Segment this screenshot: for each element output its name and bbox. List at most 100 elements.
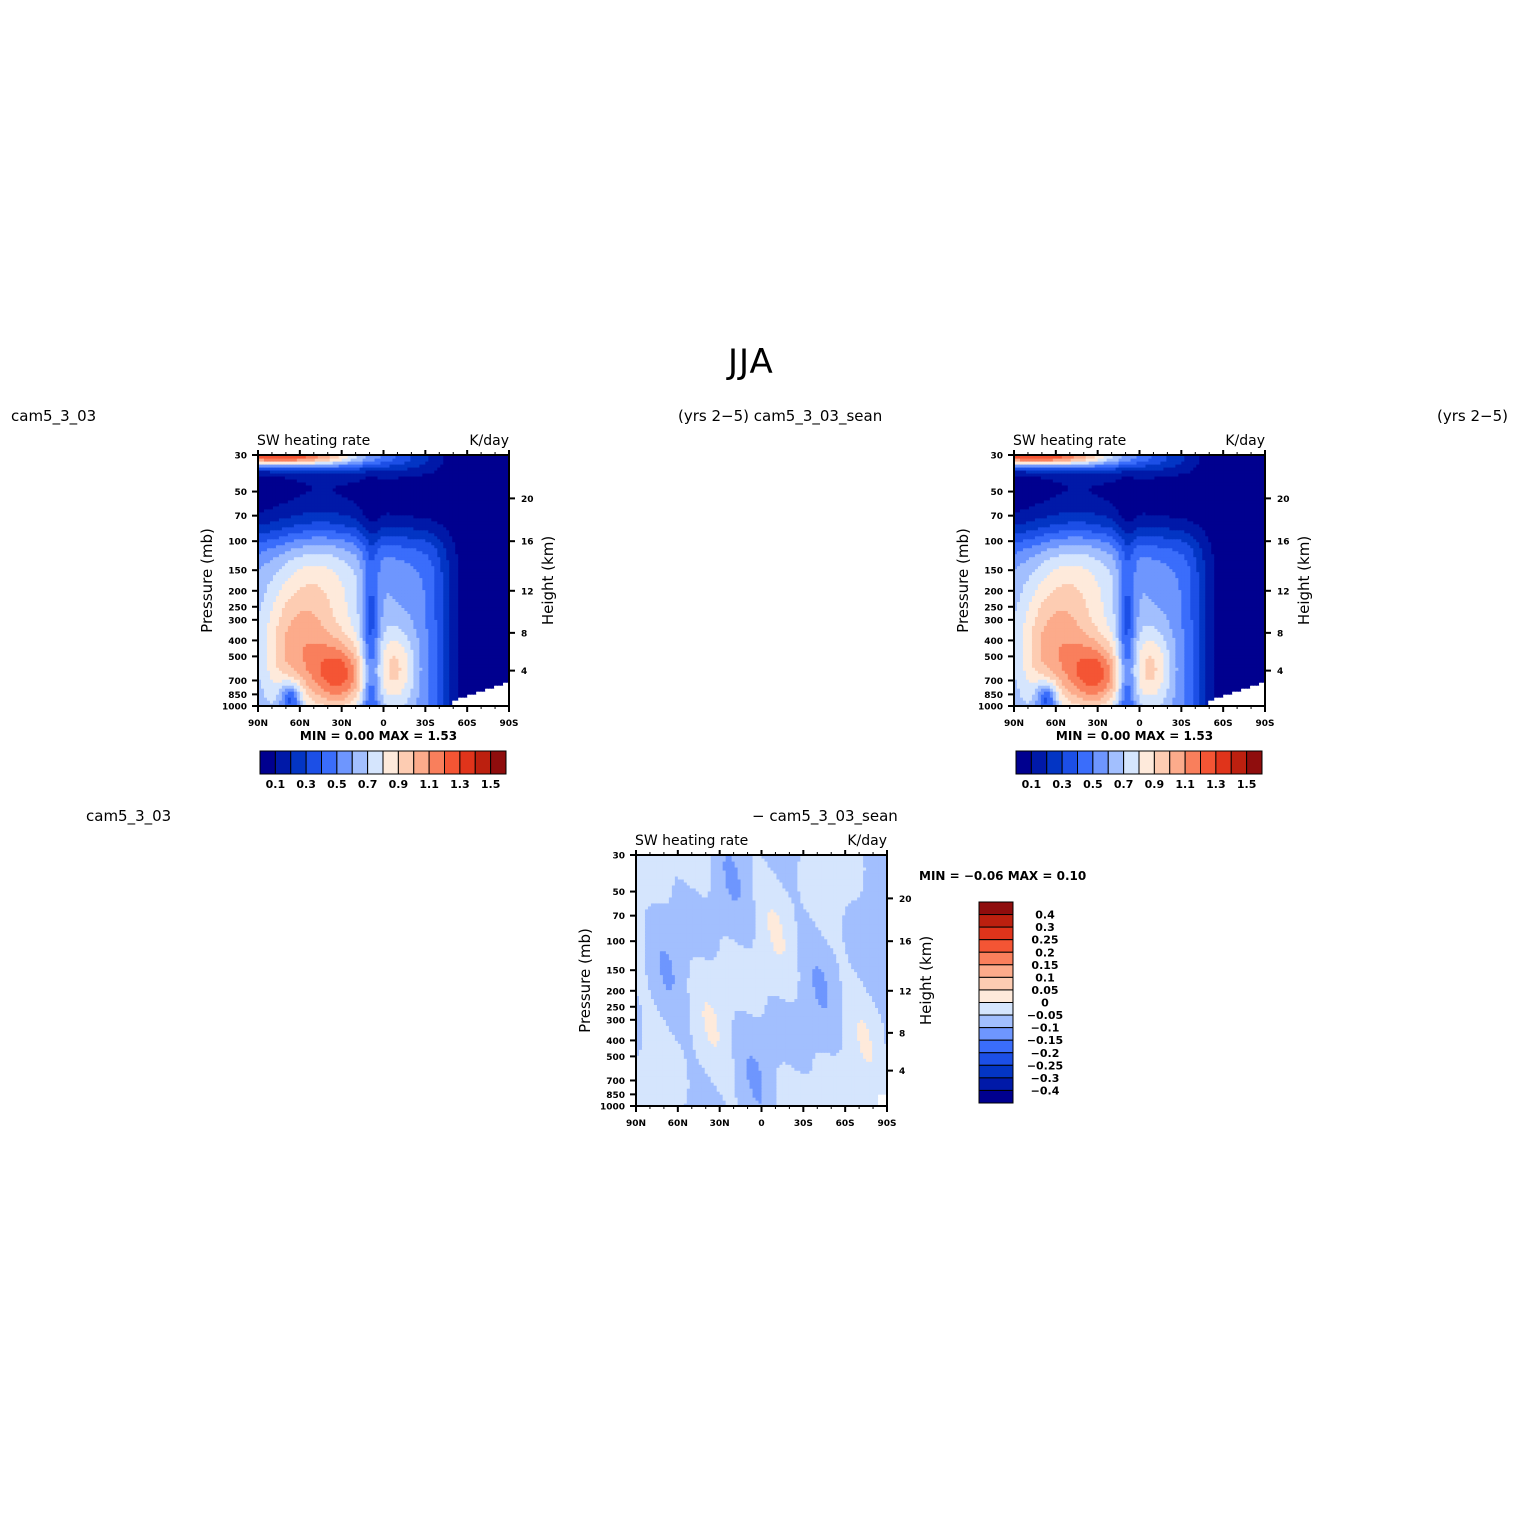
y-tick-label: 850 — [606, 1091, 625, 1101]
colorbar-swatch — [351, 750, 369, 775]
y-tick-label: 250 — [228, 603, 247, 613]
y-tick-label: 70 — [990, 512, 1003, 522]
colorbar-swatch — [459, 750, 476, 775]
contour-field — [258, 455, 509, 706]
colorbar: 0.1 0.3 0.5 0.7 0.9 1.1 1.3 1.5 — [1015, 750, 1263, 791]
colorbar-label: −0.3 — [1031, 1072, 1060, 1085]
y2-tick-label: 20 — [1277, 495, 1290, 505]
colorbar-label: 1.1 — [1175, 778, 1195, 791]
x-tick-label: 90N — [626, 1119, 646, 1129]
y-tick-label: 70 — [612, 912, 625, 922]
colorbar-swatch — [978, 1002, 1014, 1016]
plot-title: SW heating rate — [257, 433, 370, 449]
colorbar-label: −0.2 — [1031, 1047, 1060, 1060]
y-tick-label: 100 — [606, 938, 625, 948]
colorbar: 0.40.30.250.20.150.10.050−0.05−0.1−0.15−… — [978, 901, 1063, 1104]
y-tick-label: 700 — [606, 1077, 625, 1087]
y2-axis-label: Height (km) — [917, 936, 935, 1025]
y-tick-label: 100 — [984, 538, 1003, 548]
x-tick-label: 60S — [836, 1119, 855, 1129]
y-tick-label: 50 — [234, 488, 247, 498]
colorbar-swatch — [978, 914, 1014, 928]
colorbar-swatch — [1215, 750, 1232, 775]
y-tick-label: 200 — [984, 587, 1003, 597]
x-tick-label: 60N — [1046, 719, 1066, 729]
colorbar-swatch — [1077, 750, 1094, 775]
y2-tick-label: 16 — [521, 538, 534, 548]
y-tick-label: 400 — [606, 1037, 625, 1047]
x-tick-label: 0 — [1136, 719, 1142, 729]
colorbar-label: 0.05 — [1031, 984, 1058, 997]
contour-field — [636, 855, 887, 1106]
x-tick-label: 0 — [758, 1119, 764, 1129]
y-tick-label: 50 — [612, 888, 625, 898]
colorbar-swatch — [444, 750, 461, 775]
y2-tick-label: 8 — [899, 1029, 905, 1039]
colorbar-swatch — [978, 1027, 1014, 1041]
colorbar-label: 1.1 — [419, 778, 439, 791]
colorbar-swatch — [382, 750, 399, 775]
y-tick-label: 850 — [984, 691, 1003, 701]
y2-tick-label: 12 — [1277, 587, 1290, 597]
y2-tick-label: 4 — [521, 667, 527, 677]
colorbar-swatch — [1092, 750, 1109, 775]
colorbar-label: 0.15 — [1031, 959, 1058, 972]
colorbar-swatch — [1230, 750, 1248, 775]
panel1-left-label: cam5_3_03 — [11, 407, 96, 425]
y-tick-label: 500 — [984, 653, 1003, 663]
chart-panel-1: 30 50 70 100 150 200 250 300 400 500 700 850 1000 20 1… — [198, 433, 557, 791]
colorbar-swatch — [978, 1052, 1014, 1066]
x-tick-label: 30S — [1172, 719, 1191, 729]
y2-axis-label: Height (km) — [539, 536, 557, 625]
plot-title: SW heating rate — [635, 833, 748, 849]
y-axis-label: Pressure (mb) — [954, 528, 972, 633]
colorbar-label: 1.3 — [1206, 778, 1226, 791]
y-tick-label: 100 — [228, 538, 247, 548]
colorbar-swatch — [978, 1077, 1014, 1091]
colorbar-swatch — [978, 976, 1014, 991]
colorbar-label: 0.1 — [1022, 778, 1042, 791]
colorbar-label: −0.1 — [1031, 1022, 1060, 1035]
x-tick-label: 30S — [794, 1119, 813, 1129]
colorbar-label: 0.9 — [1145, 778, 1165, 791]
colorbar-swatch — [321, 750, 338, 775]
colorbar-swatch — [1030, 750, 1048, 775]
colorbar-label: 0.25 — [1031, 934, 1058, 947]
colorbar-label: −0.4 — [1031, 1084, 1060, 1097]
min-max-label: MIN = 0.00 MAX = 1.53 — [1056, 729, 1213, 743]
colorbar-label: 1.3 — [450, 778, 470, 791]
y-tick-label: 150 — [606, 967, 625, 977]
colorbar-swatch — [428, 750, 445, 775]
y-tick-label: 200 — [606, 987, 625, 997]
y-tick-label: 300 — [984, 616, 1003, 626]
colorbar-swatch — [1169, 750, 1186, 775]
y-tick-label: 300 — [228, 616, 247, 626]
y2-tick-label: 20 — [899, 895, 912, 905]
colorbar-swatch — [413, 750, 430, 775]
colorbar-swatch — [978, 964, 1014, 978]
colorbar-label: 0.4 — [1035, 909, 1055, 922]
y-tick-label: 250 — [606, 1003, 625, 1013]
x-tick-label: 30N — [710, 1119, 730, 1129]
colorbar-swatch — [1200, 750, 1217, 775]
colorbar-label: 1.5 — [481, 778, 501, 791]
colorbar-swatch — [978, 951, 1014, 966]
colorbar-label: 0.3 — [1052, 778, 1072, 791]
colorbar-label: −0.25 — [1027, 1059, 1063, 1072]
colorbar-label: 0.5 — [1083, 778, 1103, 791]
y2-tick-label: 8 — [1277, 629, 1283, 639]
colorbar: 0.1 0.3 0.5 0.7 0.9 1.1 1.3 1.5 — [259, 750, 507, 791]
y-tick-label: 1000 — [600, 1103, 625, 1113]
x-tick-label: 90N — [1004, 719, 1024, 729]
colorbar-swatch — [1246, 750, 1263, 775]
colorbar-swatch — [290, 750, 307, 775]
colorbar-swatch — [978, 1089, 1014, 1104]
colorbar-label: −0.05 — [1027, 1009, 1063, 1022]
colorbar-label: 0.7 — [358, 778, 378, 791]
colorbar-swatch — [978, 989, 1014, 1003]
y-tick-label: 50 — [990, 488, 1003, 498]
y2-tick-label: 8 — [521, 629, 527, 639]
y-axis-label: Pressure (mb) — [576, 928, 594, 1033]
colorbar-swatch — [397, 750, 415, 775]
units-label: K/day — [1225, 433, 1265, 449]
